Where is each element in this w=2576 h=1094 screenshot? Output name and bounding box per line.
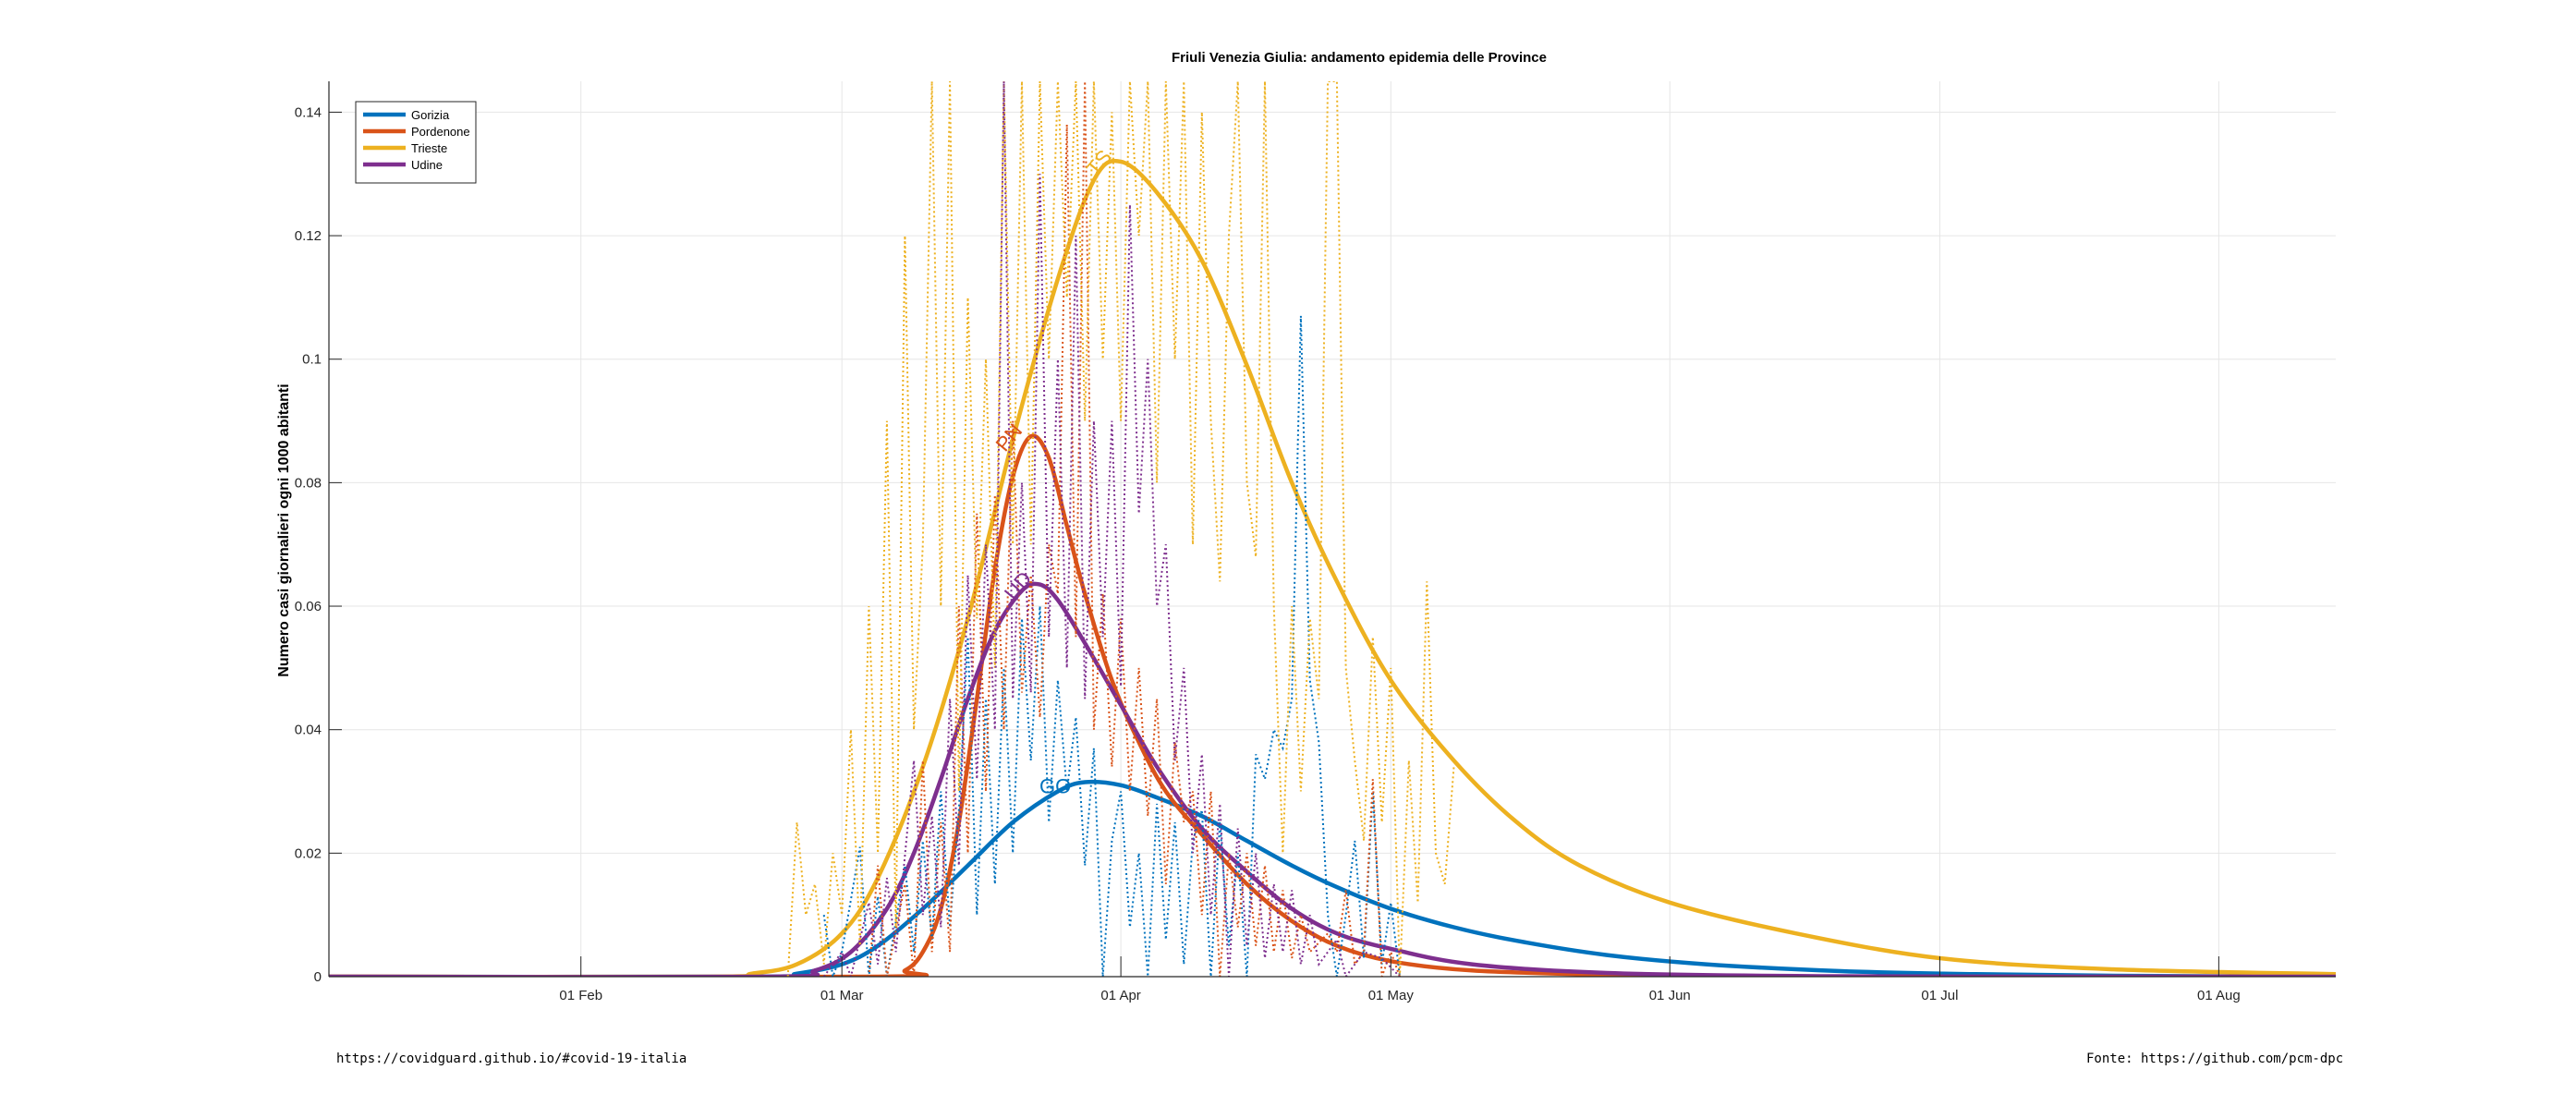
axes: 0 0.02 0.04 0.06 0.08 0.1 0.12 0.14 01 Feb 01 Mar…: [295, 81, 2336, 1003]
legend: Gorizia Pordenone Trieste Udine: [355, 101, 477, 184]
curve-label-trieste: TS: [1082, 145, 1116, 180]
grid-lines: [329, 81, 2336, 978]
x-tick-label: 01 May: [1368, 988, 1415, 1003]
footer-source-url: https://covidguard.github.io/#covid-19-i…: [336, 1051, 687, 1066]
x-tick-label: 01 Jun: [1649, 988, 1691, 1003]
daily-cases-lines: [786, 81, 1455, 977]
x-tick-label: 01 Mar: [820, 988, 864, 1003]
y-axis-label: Numero casi giornalieri ogni 1000 abitan…: [276, 383, 292, 676]
fit-curve-trieste: [329, 158, 2336, 977]
x-tick-label: 01 Apr: [1100, 988, 1140, 1003]
legend-label-trieste: Trieste: [411, 141, 447, 155]
y-tick-label: 0.14: [295, 104, 322, 120]
x-tick-label: 01 Jul: [1921, 988, 1958, 1003]
fit-curves: [329, 158, 2336, 977]
y-tick-label: 0.02: [295, 845, 322, 861]
y-tick-label: 0.1: [302, 352, 322, 368]
curve-label-udine: UD: [1000, 567, 1037, 604]
curve-label-gorizia: GO: [1039, 774, 1071, 797]
daily-line-trieste: [786, 81, 1455, 977]
daily-line-gorizia: [822, 315, 1401, 977]
y-tick-label: 0.08: [295, 475, 322, 491]
daily-line-udine: [822, 81, 1401, 977]
legend-label-udine: Udine: [411, 158, 443, 172]
legend-label-pordenone: Pordenone: [411, 125, 470, 139]
fit-curve-pordenone: [329, 433, 2336, 977]
chart-title: Friuli Venezia Giulia: andamento epidemi…: [1172, 50, 1547, 66]
y-tick-label: 0: [314, 969, 322, 985]
legend-label-gorizia: Gorizia: [411, 108, 450, 122]
y-tick-label: 0.12: [295, 228, 322, 244]
x-tick-label: 01 Feb: [559, 988, 602, 1003]
y-tick-label: 0.04: [295, 723, 322, 738]
x-tick-label: 01 Aug: [2197, 988, 2241, 1003]
footer-data-source: Fonte: https://github.com/pcm-dpc: [2086, 1051, 2344, 1066]
fit-curve-udine: [329, 581, 2336, 977]
y-tick-label: 0.06: [295, 599, 322, 614]
